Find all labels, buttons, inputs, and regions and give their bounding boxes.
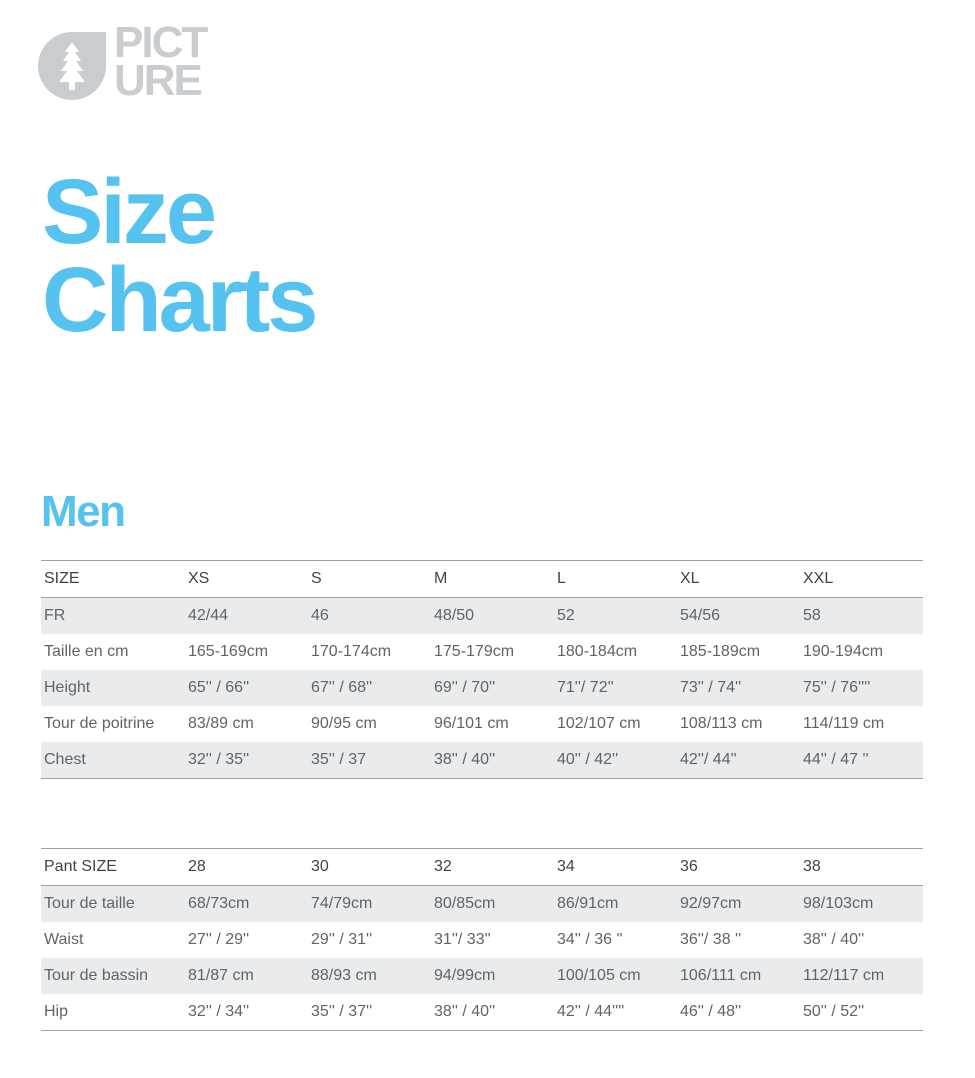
table-cell: 52: [557, 607, 575, 624]
table-cell: 42'' / 44'''': [557, 1003, 625, 1020]
page-title: Size Charts: [42, 161, 318, 351]
table-row: Waist 27'' / 29'' 29'' / 31'' 31''/ 33''…: [41, 922, 923, 958]
table-cell: 180-184cm: [557, 643, 638, 660]
table-cell: 108/113 cm: [680, 715, 763, 732]
pant-size-table: Pant SIZE 28 30 32 34 36 38 Tour de tail…: [41, 848, 923, 1031]
row-label: Tour de bassin: [44, 967, 149, 984]
table-cell: 40'' / 42'': [557, 751, 619, 768]
logo-line-1: PICT: [114, 18, 208, 67]
column-header: 30: [311, 858, 329, 875]
column-header: S: [311, 570, 322, 587]
table-cell: 170-174cm: [311, 643, 392, 660]
table-cell: 48/50: [434, 607, 475, 624]
men-size-table: SIZE XS S M L XL XXL FR 42/44 46 48/50 5…: [41, 560, 923, 779]
table-cell: 83/89 cm: [188, 715, 254, 732]
table-cell: 100/105 cm: [557, 967, 641, 984]
table-row: FR 42/44 46 48/50 52 54/56 58: [41, 597, 923, 634]
table-row: Tour de bassin 81/87 cm 88/93 cm 94/99cm…: [41, 958, 923, 994]
table-cell: 46'' / 48'': [680, 1003, 742, 1020]
table-cell: 94/99cm: [434, 967, 496, 984]
table-header-row: Pant SIZE 28 30 32 34 36 38: [41, 848, 923, 886]
column-header: M: [434, 570, 448, 587]
column-header: XL: [680, 570, 700, 587]
column-header: Pant SIZE: [44, 858, 117, 875]
table-cell: 175-179cm: [434, 643, 515, 660]
table-cell: 27'' / 29'': [188, 931, 250, 948]
column-header: 28: [188, 858, 206, 875]
table-cell: 68/73cm: [188, 895, 250, 912]
column-header: XXL: [803, 570, 834, 587]
table-row: Tour de taille 68/73cm 74/79cm 80/85cm 8…: [41, 885, 923, 922]
table-row: Hip 32'' / 34'' 35'' / 37'' 38'' / 40'' …: [41, 994, 923, 1031]
table-cell: 34'' / 36 '': [557, 931, 623, 948]
table-cell: 54/56: [680, 607, 721, 624]
table-cell: 98/103cm: [803, 895, 874, 912]
column-header: XS: [188, 570, 210, 587]
table-cell: 42/44: [188, 607, 229, 624]
table-cell: 90/95 cm: [311, 715, 377, 732]
table-cell: 32'' / 34'': [188, 1003, 250, 1020]
table-cell: 71''/ 72'': [557, 679, 614, 696]
table-cell: 38'' / 40'': [434, 1003, 496, 1020]
brand-logo: PICT URE: [36, 21, 226, 108]
table-cell: 46: [311, 607, 329, 624]
logo-line-2: URE: [114, 56, 203, 105]
table-cell: 96/101 cm: [434, 715, 509, 732]
table-cell: 44'' / 47 '': [803, 751, 869, 768]
row-label: Waist: [44, 931, 84, 948]
table-cell: 190-194cm: [803, 643, 884, 660]
table-row: Height 65'' / 66'' 67'' / 68'' 69'' / 70…: [41, 670, 923, 706]
table-cell: 31''/ 33'': [434, 931, 491, 948]
logo-wordmark: PICT URE: [114, 18, 208, 105]
table-cell: 92/97cm: [680, 895, 742, 912]
row-label: Chest: [44, 751, 86, 768]
table-cell: 42''/ 44'': [680, 751, 737, 768]
table-row: Tour de poitrine 83/89 cm 90/95 cm 96/10…: [41, 706, 923, 742]
table-cell: 106/111 cm: [680, 967, 762, 984]
table-cell: 73'' / 74'': [680, 679, 742, 696]
table-cell: 114/119 cm: [803, 715, 885, 732]
table-cell: 65'' / 66'': [188, 679, 250, 696]
table-cell: 35'' / 37'': [311, 1003, 373, 1020]
column-header: 32: [434, 858, 452, 875]
row-label: Height: [44, 679, 91, 696]
column-header: 38: [803, 858, 821, 875]
table-cell: 67'' / 68'': [311, 679, 373, 696]
column-header: L: [557, 570, 566, 587]
table-header-row: SIZE XS S M L XL XXL: [41, 560, 923, 598]
table-cell: 185-189cm: [680, 643, 761, 660]
table-cell: 38'' / 40'': [434, 751, 496, 768]
table-cell: 86/91cm: [557, 895, 619, 912]
table-row: Chest 32'' / 35'' 35'' / 37 38'' / 40'' …: [41, 742, 923, 779]
table-cell: 81/87 cm: [188, 967, 254, 984]
row-label: Hip: [44, 1003, 69, 1020]
column-header: 36: [680, 858, 698, 875]
table-row: Taille en cm 165-169cm 170-174cm 175-179…: [41, 634, 923, 670]
page-title-line-2: Charts: [42, 249, 318, 351]
table-cell: 36''/ 38 '': [680, 931, 742, 948]
section-title-men: Men: [41, 487, 126, 536]
table-cell: 88/93 cm: [311, 967, 377, 984]
page-title-line-1: Size: [42, 161, 217, 263]
column-header: SIZE: [44, 570, 80, 587]
row-label: Tour de poitrine: [44, 715, 155, 732]
table-cell: 74/79cm: [311, 895, 373, 912]
table-cell: 38'' / 40'': [803, 931, 865, 948]
tree-logo-icon: [38, 32, 106, 100]
row-label: Taille en cm: [44, 643, 129, 660]
table-cell: 35'' / 37: [311, 751, 367, 768]
table-cell: 165-169cm: [188, 643, 269, 660]
table-cell: 102/107 cm: [557, 715, 641, 732]
row-label: Tour de taille: [44, 895, 135, 912]
table-cell: 29'' / 31'': [311, 931, 373, 948]
row-label: FR: [44, 607, 66, 624]
table-cell: 32'' / 35'': [188, 751, 250, 768]
table-cell: 69'' / 70'': [434, 679, 496, 696]
table-cell: 80/85cm: [434, 895, 496, 912]
table-cell: 58: [803, 607, 821, 624]
table-cell: 75'' / 76'''': [803, 679, 871, 696]
table-cell: 112/117 cm: [803, 967, 885, 984]
column-header: 34: [557, 858, 575, 875]
table-cell: 50'' / 52'': [803, 1003, 865, 1020]
